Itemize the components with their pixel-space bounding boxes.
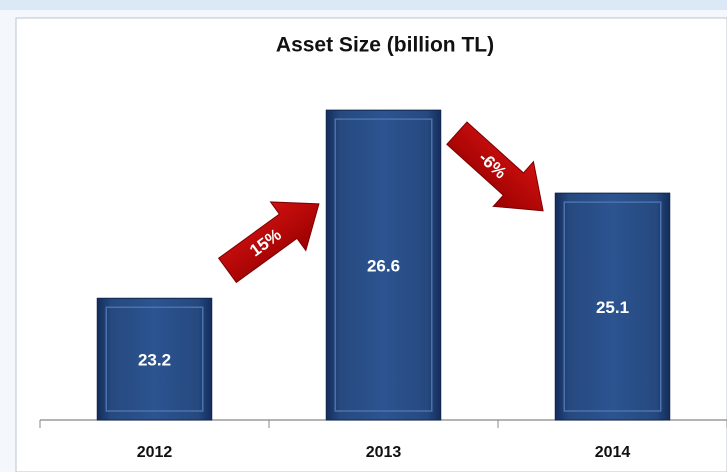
- chart-title: Asset Size (billion TL): [276, 34, 494, 57]
- bar: [554, 192, 671, 421]
- x-tick-label: 2012: [137, 444, 173, 461]
- arrow-shape: [446, 121, 544, 212]
- value-label: 26.6: [367, 257, 400, 276]
- bar-bevel: [334, 118, 433, 412]
- value-label: 23.2: [138, 351, 171, 370]
- bar-bevel: [563, 201, 662, 412]
- x-tick-label: 2013: [366, 444, 402, 461]
- bar: [96, 297, 213, 421]
- x-tick-label: 2014: [595, 444, 631, 461]
- arrow-shape: [217, 201, 320, 284]
- value-label: 25.1: [596, 298, 629, 317]
- bar-bevel: [105, 306, 204, 412]
- top-band: [0, 0, 727, 10]
- bar: [325, 109, 442, 421]
